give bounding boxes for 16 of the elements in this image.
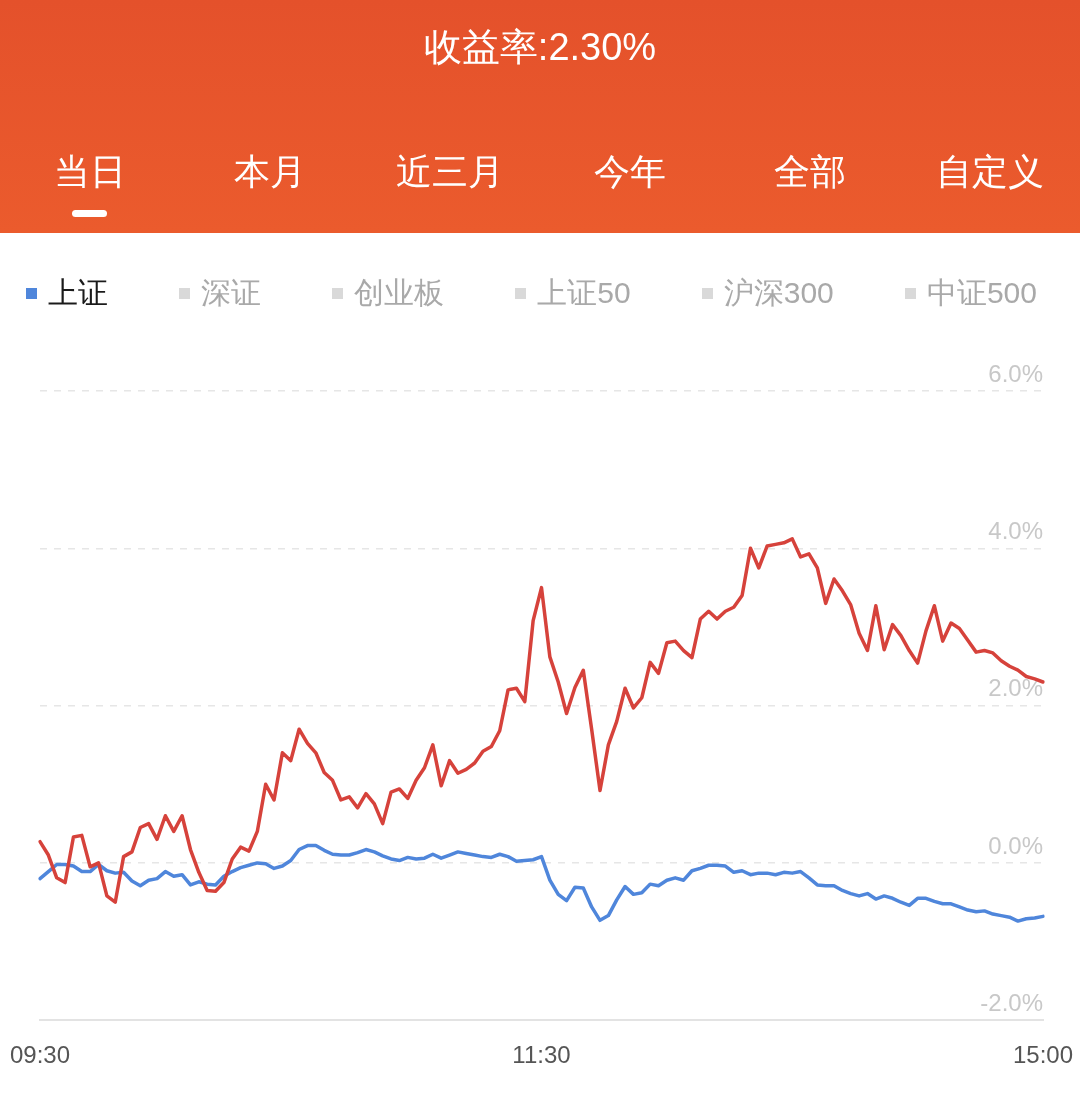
text: 近三月 xyxy=(395,150,505,194)
legend-label: 中证500 xyxy=(926,275,1037,311)
legend-label: 上证50 xyxy=(537,275,631,311)
x-tick-label: 11:30 xyxy=(512,1041,571,1069)
text: 当日 xyxy=(53,150,127,194)
legend-label: 沪深300 xyxy=(723,275,834,311)
text: 自定义 xyxy=(935,150,1045,194)
legend-label: 创业板 xyxy=(354,275,445,311)
x-tick-label: 09:30 xyxy=(9,1041,71,1069)
x-tick-label: 15:00 xyxy=(1012,1041,1074,1069)
legend-label: 上证 xyxy=(48,275,108,311)
legend-label: 深证 xyxy=(201,275,262,311)
text: 今年 xyxy=(593,150,667,194)
text: 本月 xyxy=(233,150,307,194)
chart-title: 收益率:2.30% xyxy=(422,25,658,70)
text: 全部 xyxy=(773,150,847,194)
